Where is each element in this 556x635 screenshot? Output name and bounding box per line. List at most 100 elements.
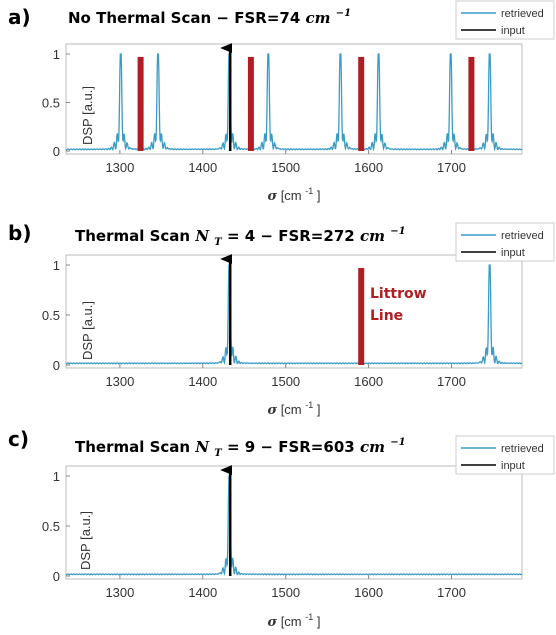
chart-title: Thermal Scan N T = 4 − FSR=272 cm −1 [75,226,406,249]
x-ticks: 1300 1400 1500 1600 1700 [105,364,466,389]
x-axis-symbol: σ [267,189,277,204]
title-nt-symbol: N [194,227,210,245]
x-tick-label: 1500 [271,585,300,600]
x-tick-label: 1400 [188,160,217,175]
x-tick-label: 1400 [188,585,217,600]
retrieved-series-line [65,53,523,152]
legend: retrieved input [455,0,555,40]
title-nt-sub: T [214,448,223,459]
plot-area: 1300 1400 1500 1600 1700 00.51 [42,43,523,175]
panel-c: c) Thermal Scan N T = 9 − FSR=603 cm −1 … [8,427,555,630]
axes-box [65,465,523,580]
red-lines [358,268,365,365]
x-axis-exp: -1 [305,186,313,196]
legend-entry-input: input [501,460,525,472]
axes-box [65,43,523,155]
annotation-line1: Littrow [370,286,427,302]
x-axis-unit: [cm [281,614,302,629]
title-unit: cm [360,227,385,245]
y-tick-label: 0 [53,358,60,373]
y-tick-label: 0 [53,144,60,159]
title-main: Thermal Scan [75,438,190,456]
y-ticks: 00.51 [42,258,70,373]
legend-entry-input: input [501,247,525,259]
x-tick-label: 1700 [437,585,466,600]
y-axis-label: DSP [a.u.] [78,511,93,570]
y-axis-label: DSP [a.u.] [80,86,95,145]
x-tick-label: 1500 [271,374,300,389]
title-unit: cm [306,9,331,27]
x-tick-label: 1600 [354,585,383,600]
legend-entry-retrieved: retrieved [501,8,544,20]
x-ticks: 1300 1400 1500 1600 1700 [105,575,466,600]
y-ticks: 00.51 [42,47,70,159]
x-axis-close: ] [317,402,321,417]
x-axis-close: ] [317,614,321,629]
retrieved-series-line [65,264,523,366]
chart-title: No Thermal Scan − FSR=74 cm −1 [68,8,351,27]
x-tick-label: 1700 [437,374,466,389]
title-unit-exp: −1 [390,226,405,237]
title-main: Thermal Scan [75,227,190,245]
title-main: No Thermal Scan [68,9,211,27]
legend-box [455,0,555,40]
x-axis-label: σ [cm -1 ] [267,608,320,630]
x-tick-label: 1500 [271,160,300,175]
panel-b: b) Thermal Scan N T = 4 − FSR=272 cm −1 … [8,221,555,418]
y-tick-label: 0.5 [42,96,60,111]
y-tick-label: 0.5 [42,308,60,323]
legend: retrieved input [455,222,555,262]
title-unit: cm [360,438,385,456]
red-lines [137,56,475,151]
y-tick-label: 1 [53,258,60,273]
legend-entry-retrieved: retrieved [501,443,544,455]
red-line-bar [358,268,365,365]
y-tick-label: 1 [53,469,60,484]
red-line-bar [358,56,365,151]
panel-label: c) [8,427,29,451]
legend-box [455,435,555,475]
x-axis-unit: [cm [281,188,302,203]
legend: retrieved input [455,435,555,475]
y-tick-label: 0 [53,569,60,584]
legend-entry-retrieved: retrieved [501,230,544,242]
x-tick-label: 1300 [105,374,134,389]
plot-area: 1300 1400 1500 1600 1700 00.51 [42,254,523,389]
x-tick-label: 1600 [354,374,383,389]
x-tick-label: 1700 [437,160,466,175]
x-tick-label: 1600 [354,160,383,175]
title-unit-exp: −1 [336,8,351,19]
annotation-line2: Line [370,308,403,324]
red-line-bar [247,56,254,151]
y-ticks: 00.51 [42,469,70,584]
x-axis-label: σ [cm -1 ] [267,396,320,418]
x-tick-label: 1300 [105,160,134,175]
x-axis-exp: -1 [305,612,313,622]
title-nt-value: = 4 − FSR=272 [227,227,355,245]
plot-area: 1300 1400 1500 1600 1700 00.51 [42,465,523,600]
panel-a: a) No Thermal Scan − FSR=74 cm −1 DSP [a… [8,0,555,204]
retrieved-series-line [65,475,523,577]
x-ticks: 1300 1400 1500 1600 1700 [105,150,466,175]
y-axis-label: DSP [a.u.] [80,301,95,360]
x-axis-label: σ [cm -1 ] [267,182,320,204]
red-line-bar [137,56,144,151]
y-tick-label: 0.5 [42,519,60,534]
title-nt-value: = 9 − FSR=603 [227,438,355,456]
x-tick-label: 1400 [188,374,217,389]
legend-entry-input: input [501,25,525,37]
panel-label: b) [8,221,31,245]
axes-box [65,254,523,369]
x-axis-close: ] [317,188,321,203]
x-axis-exp: -1 [305,400,313,410]
chart-title: Thermal Scan N T = 9 − FSR=603 cm −1 [75,437,406,460]
title-nt-sub: T [214,237,223,248]
x-axis-symbol: σ [267,403,277,418]
panel-label: a) [8,5,31,29]
title-unit-exp: −1 [390,437,405,448]
x-axis-symbol: σ [267,615,277,630]
x-axis-unit: [cm [281,402,302,417]
title-nt-symbol: N [194,438,210,456]
red-line-bar [468,56,475,151]
